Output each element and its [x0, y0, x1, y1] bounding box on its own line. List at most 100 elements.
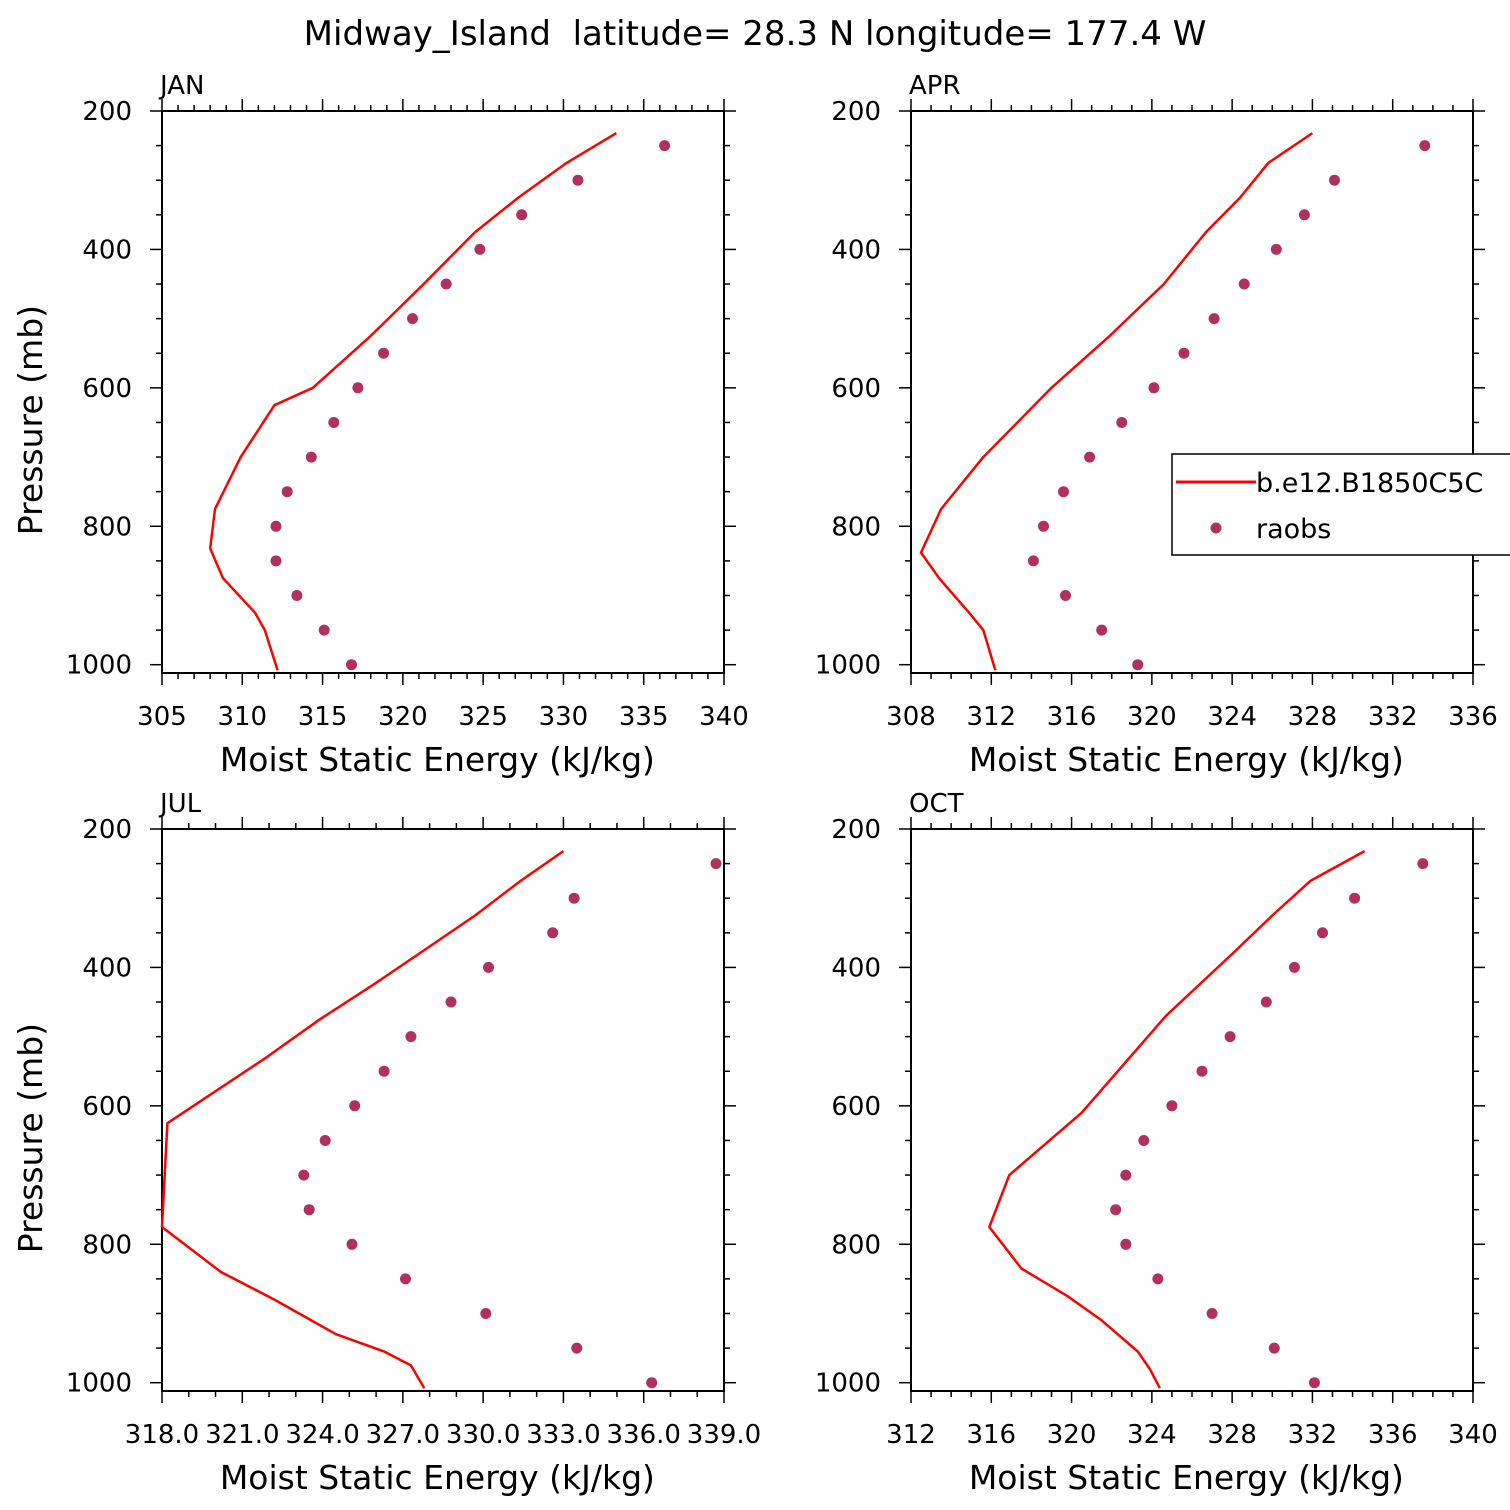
y-tick-label: 800 — [82, 512, 132, 542]
y-tick-label: 400 — [82, 235, 132, 265]
y-tick-label: 600 — [831, 374, 881, 404]
chart-panel-jan: JAN 305 310 315 320 325 330 335 340 200 400 600 800 1… — [11, 71, 749, 779]
raobs-point — [303, 1204, 315, 1216]
x-tick-label: 330.0 — [446, 1420, 520, 1450]
raobs-point — [1260, 996, 1272, 1008]
raobs-point — [378, 1065, 390, 1077]
x-tick-label: 327.0 — [366, 1420, 440, 1450]
x-tick-label: 330 — [539, 702, 589, 732]
panel-label: JAN — [158, 71, 204, 101]
raobs-point — [659, 140, 671, 152]
raobs-point — [571, 1342, 583, 1354]
raobs-point — [291, 590, 303, 601]
raobs-point — [352, 382, 364, 394]
raobs-point — [270, 555, 282, 567]
raobs-point — [1206, 1308, 1218, 1319]
raobs-point — [474, 243, 486, 255]
panel-label: APR — [909, 71, 961, 101]
figure-title: Midway_Island latitude= 28.3 N longitude… — [304, 14, 1207, 54]
plot-frame — [910, 828, 1474, 1392]
y-tick-label: 200 — [831, 97, 881, 127]
raobs-point — [1270, 243, 1282, 255]
y-tick-label: 800 — [82, 1230, 132, 1260]
raobs-point — [1268, 1342, 1280, 1354]
y-tick-label: 1000 — [815, 1369, 881, 1399]
y-tick-label: 800 — [831, 1230, 881, 1260]
raobs-point — [445, 996, 457, 1008]
chart-panels: JAN 305 310 315 320 325 330 335 340 200 400 600 800 1… — [11, 71, 1498, 1497]
x-axis-label: Moist Static Energy (kJ/kg) — [220, 1458, 655, 1497]
raobs-point — [483, 961, 494, 973]
model-profile-line — [208, 132, 618, 671]
y-axis-label: Pressure (mb) — [11, 1023, 50, 1253]
x-tick-label: 310 — [217, 702, 267, 732]
raobs-point — [572, 174, 584, 186]
legend-marker-swatch — [1210, 522, 1222, 534]
x-tick-label: 340 — [1448, 1420, 1498, 1450]
raobs-point — [1329, 174, 1340, 186]
model-profile-line — [988, 850, 1366, 1389]
y-tick-label: 200 — [82, 815, 132, 845]
x-axis-label: Moist Static Energy (kJ/kg) — [969, 740, 1404, 779]
model-profile-line — [160, 850, 565, 1389]
raobs-point — [1288, 961, 1300, 973]
y-tick-label: 200 — [82, 97, 132, 127]
raobs-point — [1166, 1100, 1178, 1112]
raobs-point — [319, 1135, 331, 1146]
raobs-point — [1027, 555, 1039, 567]
raobs-point — [568, 892, 580, 904]
x-tick-label: 320 — [1127, 702, 1177, 732]
raobs-point — [1058, 486, 1069, 498]
raobs-point — [405, 1031, 417, 1043]
raobs-point — [1238, 278, 1250, 290]
legend-box — [1171, 453, 1510, 556]
x-tick-label: 305 — [137, 702, 187, 732]
raobs-point — [328, 417, 340, 428]
y-tick-label: 400 — [82, 953, 132, 983]
legend-label-model: b.e12.B1850C5C — [1256, 468, 1483, 499]
x-tick-label: 321.0 — [205, 1420, 279, 1450]
y-tick-label: 800 — [831, 512, 881, 542]
x-tick-label: 316 — [1047, 702, 1097, 732]
raobs-point — [407, 313, 418, 325]
y-tick-label: 600 — [831, 1092, 881, 1122]
raobs-point — [1120, 1169, 1132, 1181]
raobs-point — [305, 451, 317, 463]
raobs-point — [1419, 140, 1431, 152]
raobs-point — [1417, 858, 1429, 870]
raobs-point — [281, 486, 293, 498]
x-tick-label: 324 — [1127, 1420, 1177, 1450]
raobs-point — [1138, 1135, 1150, 1146]
y-tick-label: 600 — [82, 374, 132, 404]
raobs-point — [1084, 451, 1096, 463]
x-tick-label: 316 — [966, 1420, 1016, 1450]
x-tick-label: 325 — [458, 702, 508, 732]
x-tick-label: 340 — [699, 702, 749, 732]
raobs-point — [270, 520, 282, 532]
legend: b.e12.B1850C5C raobs — [1171, 453, 1510, 556]
y-tick-label: 400 — [831, 953, 881, 983]
x-tick-label: 336 — [1368, 1420, 1418, 1450]
raobs-point — [1038, 520, 1049, 532]
raobs-point — [1132, 659, 1144, 671]
raobs-point — [346, 1238, 358, 1250]
y-tick-label: 600 — [82, 1092, 132, 1122]
raobs-point — [1178, 347, 1190, 359]
raobs-point — [646, 1377, 658, 1389]
x-tick-label: 312 — [886, 1420, 936, 1450]
raobs-point — [1060, 590, 1071, 601]
plot-frame — [161, 110, 725, 674]
raobs-point — [440, 278, 452, 290]
raobs-point — [480, 1308, 492, 1319]
x-tick-label: 336 — [1448, 702, 1498, 732]
x-tick-label: 333.0 — [526, 1420, 600, 1450]
x-axis-label: Moist Static Energy (kJ/kg) — [220, 740, 655, 779]
raobs-point — [1148, 382, 1160, 394]
plot-frame — [161, 828, 725, 1392]
raobs-point — [1196, 1065, 1208, 1077]
chart-panel-jul: JUL 318.0 321.0 324.0 327.0 330.0 333.0 336.0 33… — [11, 789, 761, 1497]
raobs-point — [318, 624, 330, 636]
raobs-point — [1317, 927, 1328, 939]
raobs-point — [1208, 313, 1220, 325]
